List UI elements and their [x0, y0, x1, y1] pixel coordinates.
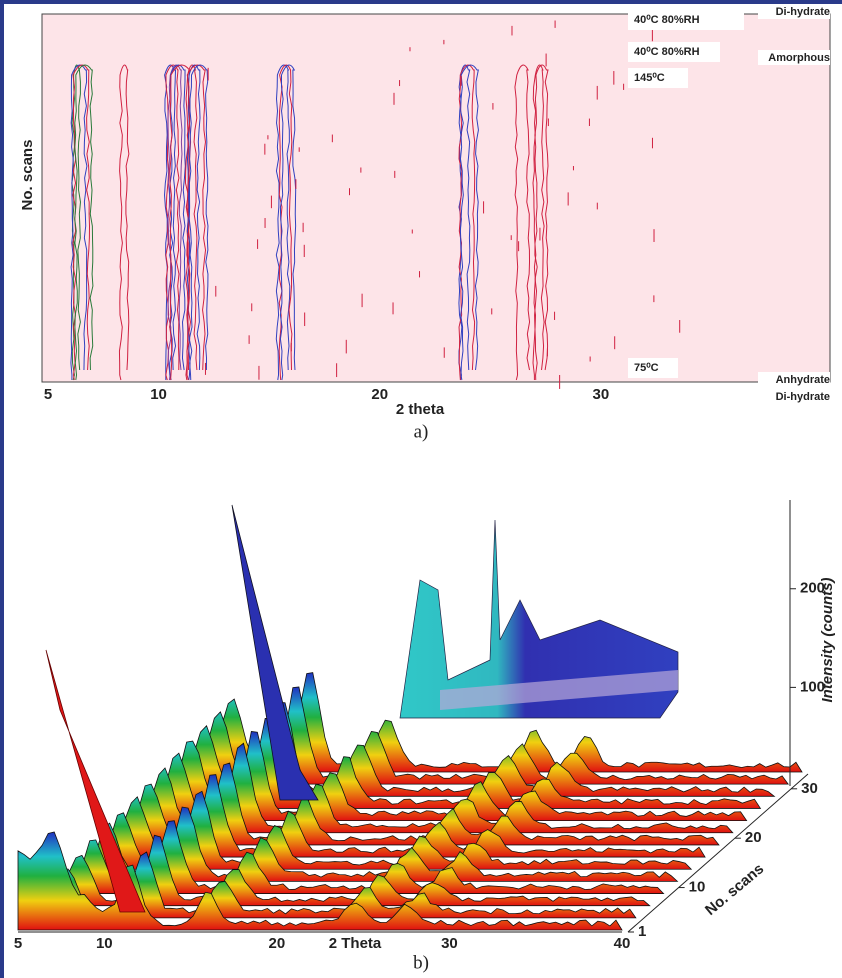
- x-tick-label: 5: [14, 935, 22, 952]
- contour-line: [165, 64, 180, 381]
- annotation-box: [628, 358, 678, 378]
- y-axis-label: No. scans: [19, 140, 36, 211]
- phase-box: [758, 389, 830, 404]
- x-tick-label: 10: [150, 386, 167, 403]
- contour-line: [186, 64, 207, 381]
- x-axis-label: 2 theta: [396, 401, 445, 418]
- x-axis-label: 2 Theta: [329, 935, 382, 952]
- scan-tick-label: 20: [745, 829, 762, 846]
- contour-line: [74, 64, 94, 381]
- contour-line: [534, 64, 549, 381]
- x-tick-label: 10: [96, 935, 113, 952]
- annotation-box: [628, 10, 744, 30]
- x-tick-label: 20: [269, 935, 286, 952]
- contour-line: [184, 64, 198, 381]
- contour-line: [169, 64, 192, 381]
- scan-axis: [627, 773, 809, 933]
- caption: a): [414, 421, 429, 442]
- x-tick-label: 30: [593, 386, 610, 403]
- z-axis-label: Intensity (counts): [819, 577, 836, 702]
- contour-line: [458, 64, 471, 381]
- contour-line: [279, 64, 297, 381]
- x-tick-label: 20: [371, 386, 388, 403]
- contour-area: [41, 13, 831, 383]
- annotation: 40⁰C 80%RH: [634, 14, 700, 26]
- contour-line: [188, 64, 209, 381]
- contour-line: [532, 64, 545, 381]
- x-tick-label: 5: [44, 386, 52, 403]
- contour-line: [72, 64, 91, 381]
- contour-line: [514, 64, 531, 381]
- waterfall: [17, 504, 803, 931]
- contour-line: [459, 64, 479, 381]
- annotation: 75⁰C: [634, 362, 659, 374]
- phase-box: [758, 372, 830, 387]
- scan-row: [17, 831, 623, 931]
- contour-line: [278, 64, 293, 381]
- red-spike: [45, 649, 146, 913]
- annotation-box: [628, 42, 720, 62]
- annotation: 145⁰C: [634, 72, 665, 84]
- phase-label: Di-hydrate: [776, 391, 830, 403]
- contour-lines: [70, 20, 681, 389]
- annotation-box: [628, 68, 688, 88]
- contour-line: [275, 64, 291, 381]
- contour-line: [186, 64, 201, 381]
- contour-line: [118, 64, 130, 381]
- x-tick-label: 30: [441, 935, 458, 952]
- scan-tick-label: 1: [638, 923, 646, 940]
- inset-band: [440, 670, 678, 710]
- phase-label: Amorphous: [768, 52, 830, 64]
- blue-spike: [231, 504, 319, 801]
- z-tick-label: 200: [800, 580, 825, 597]
- phase-label: Anhydrate: [776, 374, 830, 386]
- annotation: 40⁰C 80%RH: [634, 46, 700, 58]
- phase-box: [758, 4, 830, 19]
- scan-tick-label: 10: [689, 879, 706, 896]
- x-tick-label: 40: [614, 935, 631, 952]
- phase-label: Di-hydrate: [776, 6, 830, 18]
- phase-box: [758, 50, 830, 65]
- scan-tick-label: 30: [801, 780, 818, 797]
- contour-line: [70, 64, 88, 381]
- caption: b): [413, 952, 429, 973]
- z-tick-label: 100: [800, 678, 825, 695]
- contour-line: [458, 64, 476, 381]
